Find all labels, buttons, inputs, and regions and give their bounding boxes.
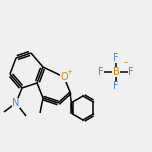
Text: N: N [12,98,20,108]
Text: O: O [60,72,68,82]
Text: B: B [113,67,119,77]
Text: −: − [122,60,128,66]
Text: F: F [98,67,104,77]
Text: F: F [113,53,119,63]
Text: +: + [66,69,72,75]
Text: F: F [128,67,134,77]
Text: F: F [113,81,119,91]
